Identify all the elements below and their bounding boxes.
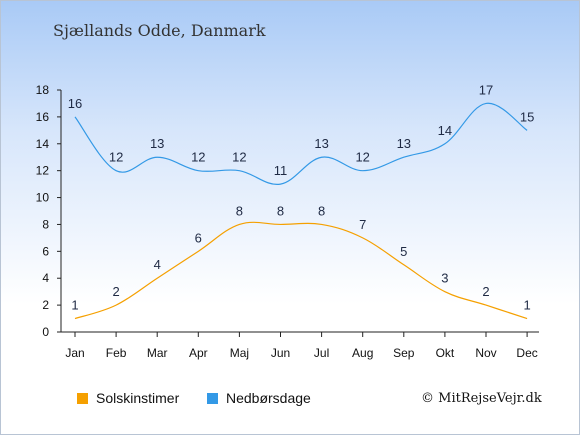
data-label-rain: 17 (479, 82, 493, 97)
y-tick-label: 12 (36, 164, 50, 178)
data-label-sun: 7 (359, 217, 366, 232)
y-tick-label: 8 (42, 217, 49, 231)
y-tick-label: 14 (36, 137, 50, 151)
chart-title: Sjællands Odde, Danmark (53, 21, 266, 40)
data-label-sun: 1 (71, 298, 78, 313)
x-tick-label: Nov (475, 346, 496, 360)
data-label-rain: 12 (355, 150, 369, 165)
data-label-rain: 13 (397, 136, 411, 151)
data-label-sun: 8 (318, 203, 325, 218)
data-label-sun: 4 (154, 257, 161, 272)
credit-text: © MitRejseVejr.dk (421, 391, 542, 406)
data-label-rain: 13 (314, 136, 328, 151)
data-label-rain: 15 (520, 109, 534, 124)
data-label-rain: 11 (274, 163, 288, 178)
y-tick-label: 18 (36, 83, 50, 97)
legend-item-sun: Solskinstimer (77, 390, 179, 406)
legend-label-rain: Nedbørsdage (226, 390, 311, 406)
legend-label-sun: Solskinstimer (96, 390, 180, 406)
legend-swatch-rain (207, 392, 218, 404)
y-tick-label: 6 (42, 244, 49, 258)
y-tick-label: 10 (36, 191, 50, 205)
y-tick-label: 0 (42, 325, 49, 339)
data-label-rain: 14 (438, 123, 452, 138)
legend-item-rain: Nedbørsdage (207, 390, 311, 406)
data-label-sun: 1 (523, 298, 530, 313)
data-label-sun: 8 (236, 203, 243, 218)
series-line-rain (74, 102, 528, 185)
x-tick-label: Aug (352, 346, 373, 360)
x-tick-label: Okt (436, 346, 455, 360)
data-label-rain: 12 (232, 150, 246, 165)
x-tick-label: Feb (106, 346, 127, 360)
x-tick-label: Sep (393, 346, 415, 360)
data-label-sun: 2 (482, 284, 489, 299)
x-tick-label: Jan (65, 346, 84, 360)
legend-swatch-sun (77, 392, 88, 404)
x-tick-label: Maj (230, 346, 249, 360)
data-label-rain: 16 (68, 96, 82, 111)
data-label-sun: 5 (400, 244, 407, 259)
data-label-sun: 6 (195, 230, 202, 245)
data-label-sun: 2 (112, 284, 119, 299)
x-tick-label: Jul (314, 346, 329, 360)
x-tick-label: Mar (147, 346, 168, 360)
y-tick-label: 2 (42, 298, 49, 312)
y-tick-label: 4 (42, 271, 49, 285)
data-label-sun: 3 (441, 271, 448, 286)
x-tick-label: Apr (189, 346, 208, 360)
data-label-sun: 8 (277, 203, 284, 218)
series-line-sun (74, 221, 528, 320)
x-tick-label: Dec (516, 346, 537, 360)
data-label-rain: 12 (109, 150, 123, 165)
x-tick-label: Jun (271, 346, 290, 360)
y-tick-label: 16 (36, 110, 50, 124)
data-label-rain: 13 (150, 136, 164, 151)
data-label-rain: 12 (191, 150, 205, 165)
